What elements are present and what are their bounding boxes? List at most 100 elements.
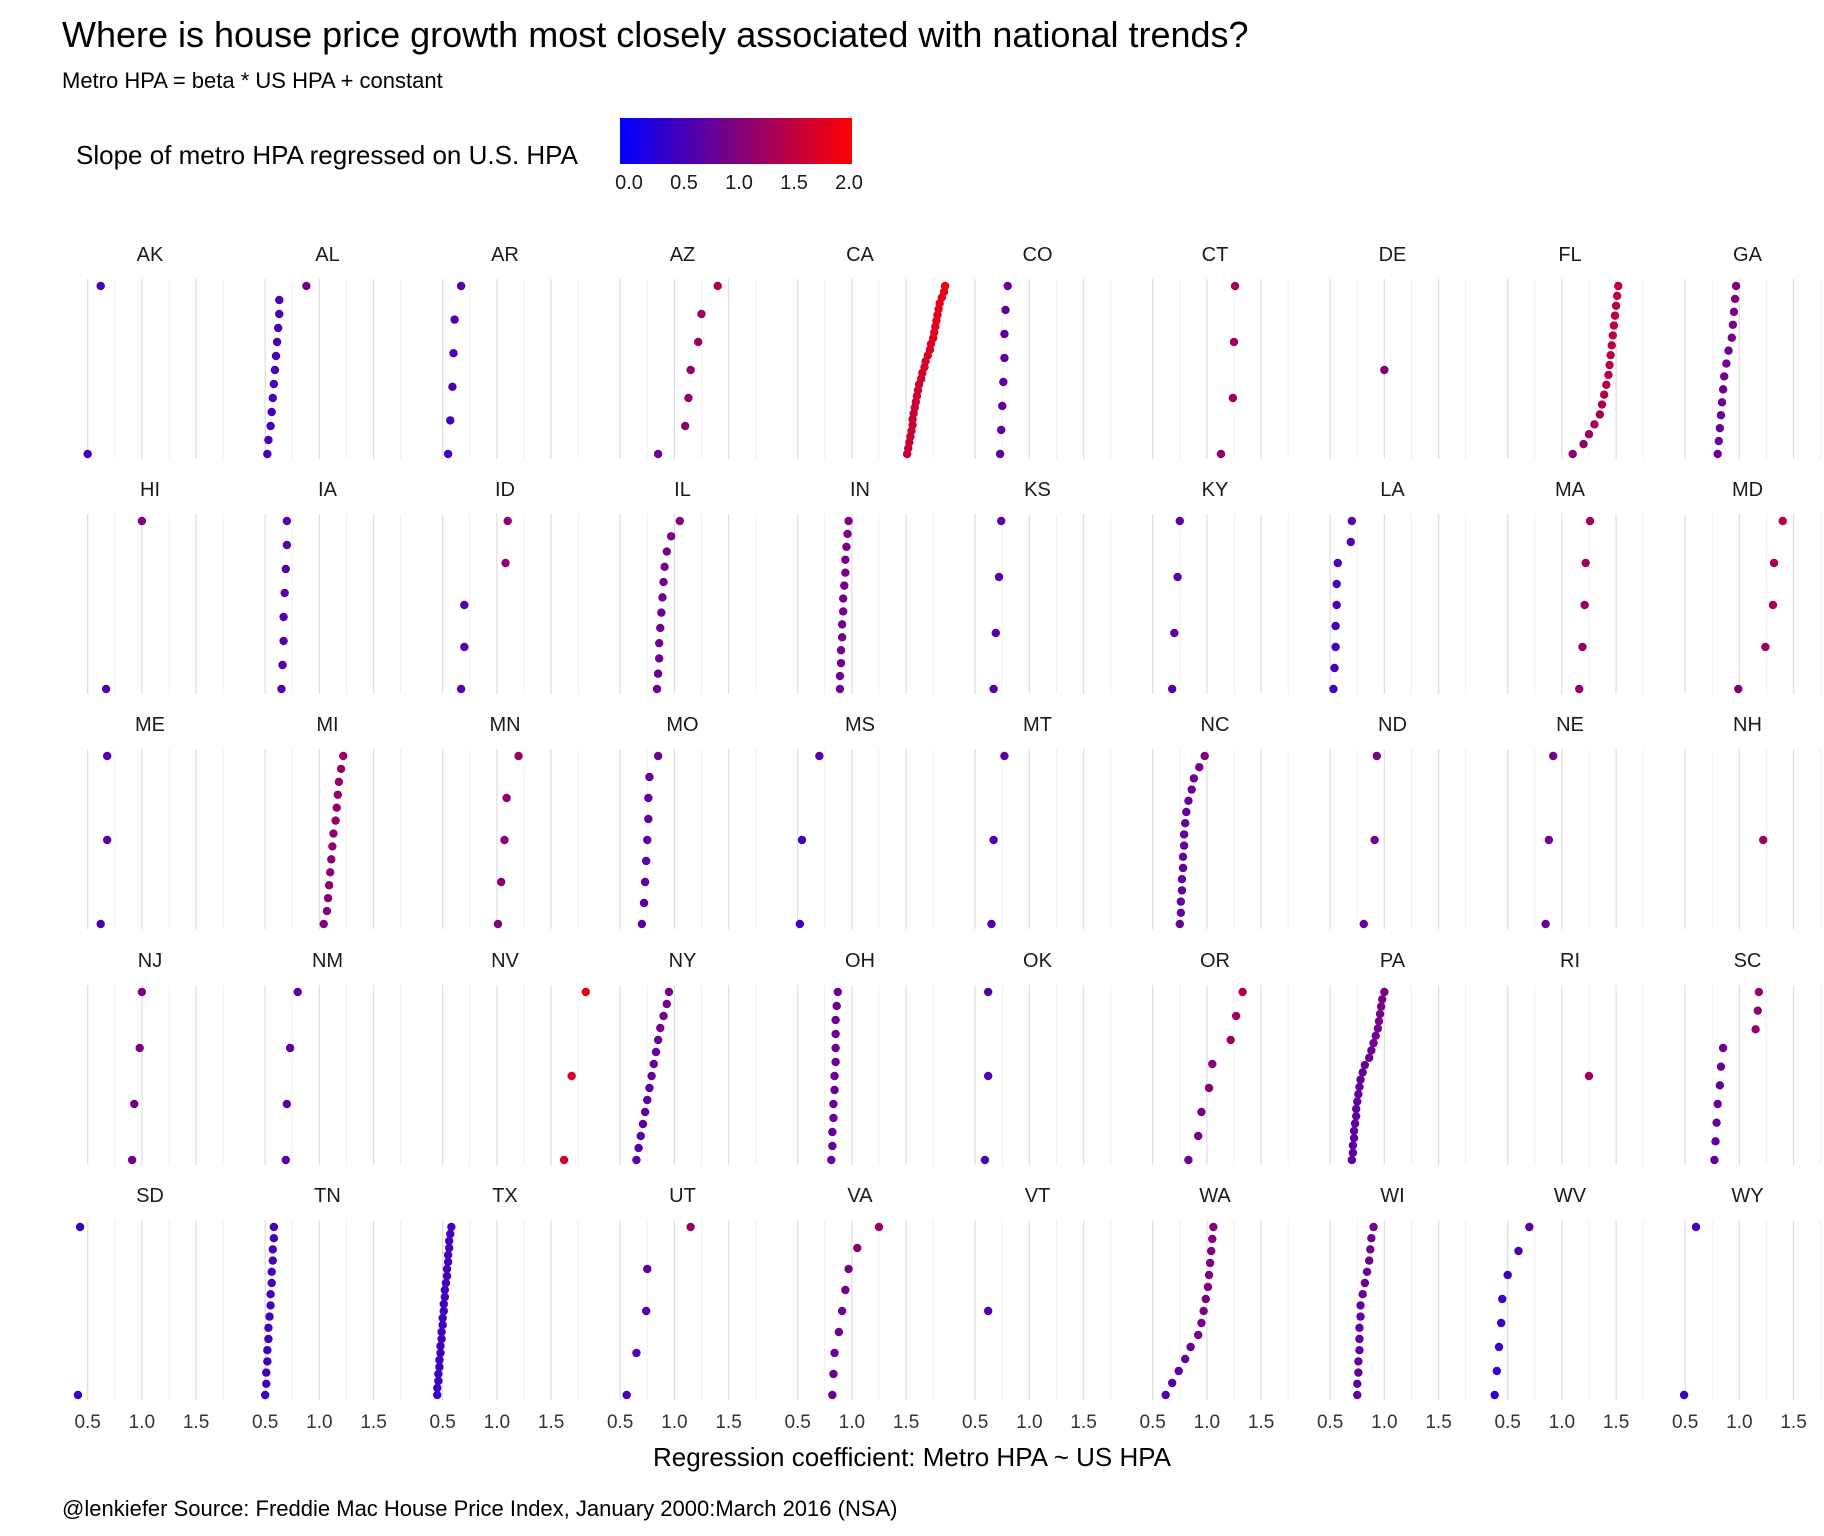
data-point — [1369, 1222, 1378, 1232]
x-tick-label: 0.5 — [784, 1412, 810, 1433]
facet-panel-al: AL — [263, 244, 402, 459]
data-point — [279, 612, 288, 622]
data-point — [1184, 1155, 1193, 1165]
data-point — [1679, 1390, 1689, 1400]
facet-label: IA — [318, 479, 338, 501]
data-point — [1182, 807, 1191, 817]
data-point — [840, 581, 849, 590]
facet-panel-az: AZ — [619, 244, 757, 459]
data-point — [266, 421, 275, 431]
data-point — [1203, 1282, 1213, 1292]
data-point — [1204, 1083, 1214, 1093]
data-point — [1228, 393, 1238, 403]
data-point — [828, 1390, 837, 1400]
data-point — [327, 855, 336, 864]
legend-tick-label: 1.0 — [725, 172, 753, 194]
data-point — [1544, 835, 1554, 845]
data-point — [831, 1043, 840, 1053]
data-point — [1355, 1323, 1364, 1333]
facet-panel-wv: WV 0.5 1.0 1.5 — [1490, 1185, 1644, 1433]
data-point — [639, 898, 649, 908]
data-point — [1186, 1342, 1195, 1352]
x-tick-label: 1.0 — [839, 1412, 865, 1433]
facet-panel-ga: GA — [1684, 244, 1822, 459]
data-point — [634, 1143, 643, 1153]
data-point — [1611, 301, 1621, 310]
data-point — [1605, 360, 1614, 370]
data-point — [438, 1313, 447, 1323]
data-point — [1549, 751, 1558, 761]
data-point — [641, 856, 651, 866]
facet-label: ID — [495, 479, 515, 501]
data-point — [647, 1071, 656, 1081]
data-point — [653, 751, 663, 761]
data-point — [266, 1301, 275, 1310]
data-point — [1197, 1107, 1206, 1117]
data-point — [1205, 1258, 1215, 1268]
data-point — [841, 1285, 850, 1295]
data-point — [1204, 1270, 1214, 1280]
data-point — [446, 416, 455, 425]
data-point — [1717, 398, 1727, 407]
legend-colorbar — [620, 118, 852, 164]
data-point — [262, 1368, 271, 1377]
facet-panel-nc: NC — [1152, 714, 1289, 929]
data-point — [1194, 1131, 1203, 1141]
data-point — [443, 1250, 453, 1260]
data-point — [1358, 1068, 1367, 1077]
facet-label: CA — [846, 244, 874, 266]
data-point — [1216, 449, 1226, 459]
data-point — [1349, 1126, 1359, 1135]
facet-label: TN — [314, 1185, 341, 1207]
x-tick-label: 0.5 — [1139, 1412, 1165, 1433]
data-point — [1525, 1222, 1534, 1232]
facet-label: MS — [845, 714, 875, 736]
facet-label: AK — [137, 244, 164, 266]
data-point — [1490, 1390, 1499, 1400]
data-point — [1208, 1059, 1217, 1069]
data-point — [1167, 1378, 1177, 1388]
data-point — [268, 1245, 277, 1254]
data-point — [1178, 863, 1188, 873]
facet-label: WI — [1380, 1185, 1404, 1207]
data-point — [1001, 305, 1010, 315]
data-point — [1355, 1082, 1364, 1092]
data-point — [1579, 439, 1588, 449]
data-point — [833, 987, 842, 997]
data-point — [1494, 1342, 1504, 1352]
data-point — [267, 407, 276, 417]
data-point — [681, 421, 690, 431]
data-point — [282, 540, 292, 550]
data-point — [640, 1107, 650, 1117]
data-point — [324, 881, 334, 890]
data-point — [645, 772, 654, 782]
data-point — [837, 620, 847, 629]
data-point — [1614, 281, 1623, 291]
data-point — [559, 1155, 569, 1165]
data-point — [1595, 410, 1605, 419]
data-point — [1711, 1137, 1720, 1146]
data-point — [1364, 1053, 1374, 1062]
facet-panel-ok: OK — [974, 950, 1112, 1165]
data-point — [697, 309, 706, 319]
data-point — [1715, 1081, 1725, 1090]
data-point — [657, 608, 666, 617]
data-point — [269, 1234, 279, 1243]
facet-label: KY — [1202, 479, 1229, 501]
x-tick-label: 1.0 — [1549, 1412, 1575, 1433]
data-point — [265, 1312, 274, 1321]
x-tick-label: 1.5 — [893, 1412, 919, 1433]
data-point — [998, 401, 1007, 411]
data-point — [269, 1222, 279, 1232]
data-point — [1187, 785, 1196, 794]
facet-panel-fl: FL — [1507, 244, 1644, 459]
data-point — [1354, 1368, 1363, 1377]
data-point — [1208, 1234, 1217, 1244]
data-point — [996, 425, 1006, 435]
data-point — [435, 1355, 444, 1365]
data-point — [437, 1327, 446, 1337]
data-point — [1514, 1246, 1523, 1256]
data-point — [449, 349, 458, 358]
data-point — [1722, 359, 1731, 368]
facet-panel-ca: CA — [797, 244, 950, 459]
